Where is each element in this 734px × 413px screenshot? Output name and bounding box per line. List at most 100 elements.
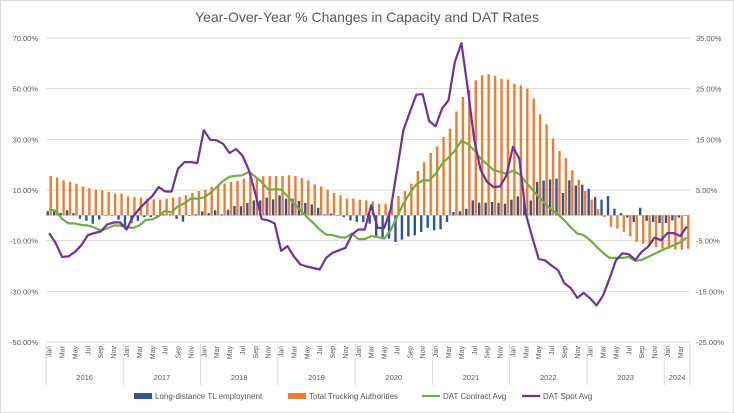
employment-bar — [497, 202, 500, 216]
authorities-bar — [584, 191, 587, 216]
authorities-bar — [204, 189, 207, 216]
month-label: Jan — [510, 346, 517, 357]
employment-bar — [600, 199, 603, 216]
employment-bar — [658, 215, 661, 223]
employment-bar — [587, 188, 590, 216]
employment-bar — [555, 178, 558, 216]
left-tick-label: 30.00% — [13, 135, 39, 144]
employment-bar — [639, 207, 642, 216]
authorities-bar — [468, 89, 471, 216]
employment-bar — [284, 198, 288, 216]
employment-bar — [407, 215, 410, 237]
authorities-bar — [558, 150, 561, 216]
year-label: 2021 — [463, 373, 480, 382]
month-label: May — [613, 346, 620, 360]
right-tick-label: -25.00% — [696, 338, 724, 347]
right-tick-label: -5.00% — [696, 237, 720, 246]
authorities-bar — [481, 75, 484, 216]
authorities-bar — [661, 215, 664, 249]
authorities-bar — [242, 178, 246, 216]
authorities-bar — [603, 215, 606, 218]
x-axis: Jan Mar May Jul Sep Nov Jan Mar May Jul Sep Nov Jan M… — [45, 344, 691, 385]
authorities-bar — [49, 176, 52, 216]
authorities-bar — [332, 193, 336, 216]
month-label: Nov — [575, 346, 582, 359]
employment-bar — [445, 215, 449, 222]
authorities-bar — [384, 203, 387, 216]
employment-bar — [593, 197, 597, 216]
authorities-bar — [609, 215, 613, 227]
authorities-bar — [493, 75, 497, 216]
month-label: Mar — [446, 345, 453, 358]
month-label: Sep — [639, 346, 646, 359]
authorities-bar — [229, 181, 233, 216]
month-label: Nov — [420, 346, 427, 359]
employment-bar — [78, 215, 82, 219]
employment-bar — [471, 200, 474, 216]
authorities-bar — [654, 215, 658, 247]
authorities-bar — [120, 193, 123, 216]
authorities-bar — [590, 199, 593, 216]
right-tick-label: 35.00% — [696, 34, 722, 43]
month-label: Jul — [85, 346, 92, 355]
authorities-bar — [126, 196, 130, 216]
employment-bar — [432, 215, 436, 231]
employment-bar — [98, 215, 101, 220]
authorities-bar — [146, 198, 149, 216]
employment-bar — [510, 199, 513, 216]
month-label: Jul — [626, 346, 633, 355]
authorities-bar — [629, 215, 632, 237]
right-tick-label: 15.00% — [696, 135, 722, 144]
left-tick-label: -30.00% — [10, 287, 38, 296]
authorities-bar — [345, 198, 349, 216]
authorities-bar — [55, 177, 59, 216]
employment-bar — [336, 215, 339, 216]
employment-bar — [278, 195, 281, 216]
employment-bar — [304, 202, 307, 216]
legend-label: DAT Spot Avg — [543, 392, 592, 401]
month-label: Mar — [214, 345, 221, 358]
month-label: Mar — [137, 345, 144, 358]
employment-bar — [271, 199, 275, 216]
authorities-bar — [397, 196, 400, 216]
employment-bar — [478, 202, 481, 216]
right-tick-label: 5.00% — [696, 186, 718, 195]
employment-bar — [490, 201, 494, 216]
authorities-bar — [377, 203, 381, 216]
left-tick-label: 70.00% — [13, 34, 39, 43]
right-tick-label: -15.00% — [696, 287, 724, 296]
month-label: May — [150, 346, 157, 360]
employment-bar — [291, 198, 294, 216]
authorities-bar — [107, 191, 110, 216]
authorities-bar — [113, 193, 117, 216]
employment-bar — [220, 214, 223, 216]
employment-bar — [143, 215, 146, 218]
authorities-bar — [191, 193, 194, 216]
gridlines — [46, 37, 690, 343]
authorities-bar — [648, 215, 651, 246]
month-label: Jan — [201, 346, 208, 357]
employment-bar — [329, 213, 333, 216]
authorities-bar — [500, 78, 503, 216]
employment-bar — [65, 210, 69, 216]
authorities-bar — [300, 178, 304, 216]
employment-bar — [259, 200, 262, 216]
employment-bar — [606, 196, 610, 216]
employment-bar — [420, 215, 423, 233]
contract-avg-line — [48, 139, 688, 262]
employment-bar — [355, 215, 359, 222]
authorities-bar — [435, 146, 439, 216]
authorities-bar — [165, 198, 168, 216]
employment-bar — [265, 197, 268, 216]
employment-bar — [207, 213, 210, 216]
employment-bar — [72, 213, 75, 216]
authorities-bar — [62, 180, 65, 216]
month-label: Mar — [523, 345, 530, 358]
month-label: Mar — [60, 345, 67, 358]
left-axis-ticks: 70.00% 50.00% 30.00% 10.00% -10.00% -30.00% -5… — [10, 34, 38, 347]
employment-bar — [175, 215, 178, 219]
employment-bar — [117, 215, 120, 220]
year-label: 2023 — [617, 373, 634, 382]
employment-bar — [561, 193, 565, 216]
authorities-bar — [532, 98, 535, 216]
